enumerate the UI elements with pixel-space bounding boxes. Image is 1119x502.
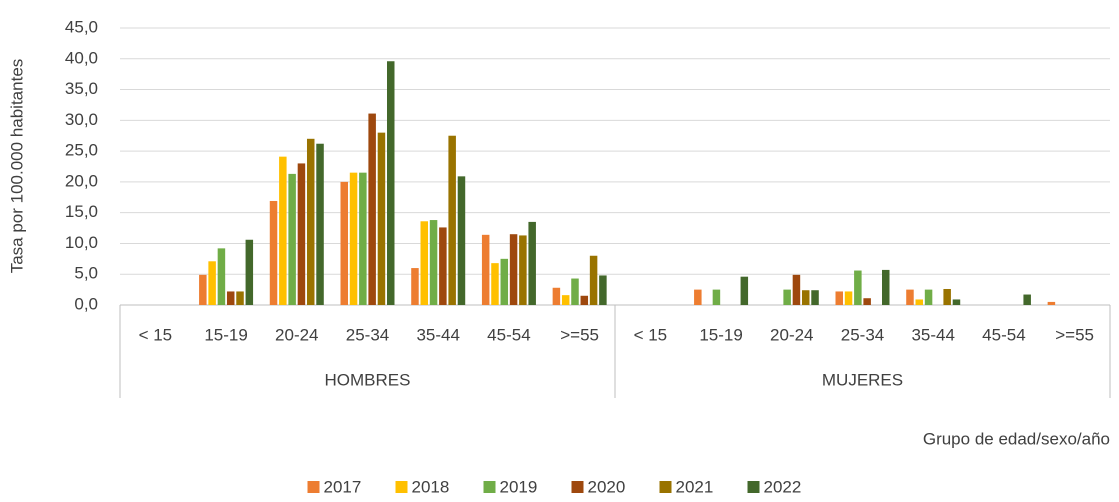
bar xyxy=(297,163,306,305)
bar xyxy=(457,176,466,305)
bar xyxy=(792,274,801,305)
legend-swatch xyxy=(659,481,672,493)
bar xyxy=(306,138,315,305)
bar xyxy=(448,135,456,305)
x-tick-label: 15-19 xyxy=(699,325,742,344)
bar xyxy=(199,274,207,305)
bar xyxy=(561,295,570,305)
bar xyxy=(599,275,607,305)
bar xyxy=(226,291,235,305)
bar xyxy=(245,239,254,305)
bar xyxy=(429,220,438,305)
bar xyxy=(368,113,376,305)
bar xyxy=(217,248,226,305)
bar xyxy=(420,221,429,305)
bar xyxy=(491,263,499,305)
bar xyxy=(740,276,749,305)
y-tick-label: 25,0 xyxy=(65,141,98,160)
y-tick-label: 30,0 xyxy=(65,110,98,129)
x-tick-label: 35-44 xyxy=(911,325,954,344)
x-tick-label: >=55 xyxy=(1055,325,1094,344)
bar xyxy=(915,299,924,305)
bar xyxy=(288,173,296,305)
bar xyxy=(863,298,871,305)
bar xyxy=(500,258,509,305)
group-label: HOMBRES xyxy=(325,370,411,389)
legend-swatch xyxy=(747,481,760,493)
bar xyxy=(519,235,527,305)
x-tick-label: 25-34 xyxy=(346,325,389,344)
bar xyxy=(509,234,518,305)
legend-swatch xyxy=(483,481,496,493)
bar xyxy=(589,255,598,305)
bar xyxy=(316,143,324,305)
legend-swatch xyxy=(307,481,320,493)
y-tick-label: 45,0 xyxy=(65,17,98,36)
y-tick-label: 10,0 xyxy=(65,233,98,252)
x-tick-label: 15-19 xyxy=(204,325,247,344)
bar xyxy=(481,234,490,305)
x-tick-label: 45-54 xyxy=(982,325,1025,344)
bar xyxy=(1047,301,1056,305)
y-tick-label: 40,0 xyxy=(65,48,98,67)
bar xyxy=(882,269,890,305)
legend-swatch xyxy=(571,481,584,493)
x-tick-label: 20-24 xyxy=(275,325,318,344)
bar xyxy=(269,200,278,305)
bar xyxy=(1023,294,1031,305)
bar xyxy=(580,295,589,305)
legend-swatch xyxy=(395,481,408,493)
bar xyxy=(439,227,447,305)
bar xyxy=(943,288,951,305)
bar xyxy=(340,181,348,305)
bar xyxy=(236,291,244,305)
bar xyxy=(924,289,933,305)
bar xyxy=(854,270,862,305)
group-label: MUJERES xyxy=(822,370,903,389)
bar xyxy=(411,268,419,305)
bar xyxy=(208,261,216,305)
legend-label: 2018 xyxy=(412,477,450,496)
bar xyxy=(387,61,395,305)
x-axis-title: Grupo de edad/sexo/año xyxy=(923,429,1110,448)
bar xyxy=(783,289,791,305)
y-tick-label: 5,0 xyxy=(74,264,98,283)
bar xyxy=(844,291,853,305)
y-tick-label: 20,0 xyxy=(65,171,98,190)
x-tick-label: 45-54 xyxy=(487,325,530,344)
bar xyxy=(835,291,843,305)
bar xyxy=(377,132,386,305)
bar xyxy=(552,287,561,305)
bar xyxy=(571,278,579,305)
bar xyxy=(694,289,702,305)
y-tick-label: 0,0 xyxy=(74,294,98,313)
x-tick-label: < 15 xyxy=(634,325,668,344)
bar xyxy=(528,221,536,305)
legend-label: 2022 xyxy=(764,477,802,496)
x-tick-label: >=55 xyxy=(560,325,599,344)
x-tick-label: 20-24 xyxy=(770,325,813,344)
y-axis-title: Tasa por 100.000 habitantes xyxy=(7,59,26,274)
y-tick-label: 15,0 xyxy=(65,202,98,221)
legend-label: 2017 xyxy=(324,477,362,496)
x-tick-label: 35-44 xyxy=(416,325,459,344)
bar xyxy=(906,289,914,305)
bar xyxy=(712,289,721,305)
x-tick-label: 25-34 xyxy=(841,325,884,344)
bar xyxy=(801,290,810,305)
legend-label: 2020 xyxy=(588,477,626,496)
y-tick-label: 35,0 xyxy=(65,79,98,98)
bar xyxy=(811,290,819,305)
x-tick-label: < 15 xyxy=(139,325,173,344)
bar xyxy=(279,156,287,305)
legend-label: 2021 xyxy=(676,477,714,496)
bar xyxy=(349,172,358,305)
bar xyxy=(952,299,961,305)
legend-label: 2019 xyxy=(500,477,538,496)
bar xyxy=(359,172,367,305)
